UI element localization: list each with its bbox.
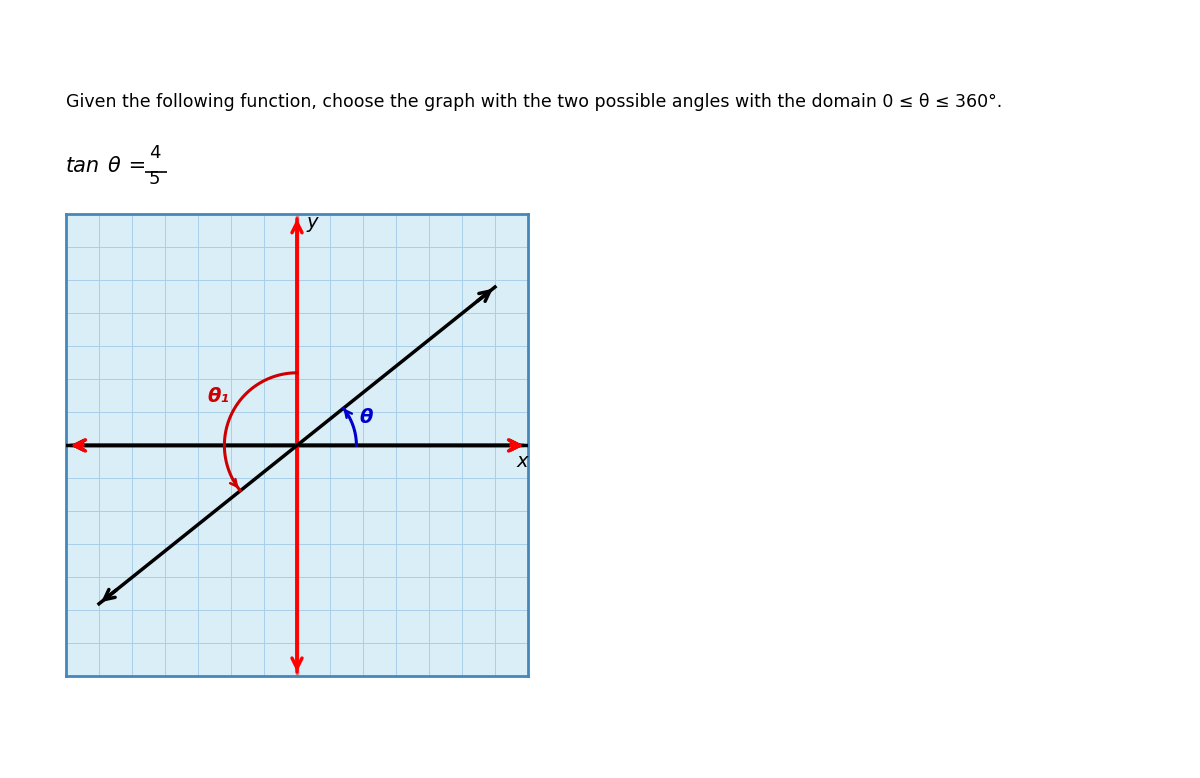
Text: x: x [516, 452, 528, 471]
Text: θ: θ [359, 408, 372, 427]
Text: tan: tan [66, 156, 100, 176]
Text: 4: 4 [149, 144, 161, 162]
Text: θ₁: θ₁ [208, 387, 229, 406]
Text: 5: 5 [149, 170, 161, 187]
Text: Given the following function, choose the graph with the two possible angles with: Given the following function, choose the… [66, 93, 1002, 111]
Text: =: = [122, 156, 146, 176]
Text: θ: θ [108, 156, 121, 176]
Text: y: y [307, 212, 318, 232]
